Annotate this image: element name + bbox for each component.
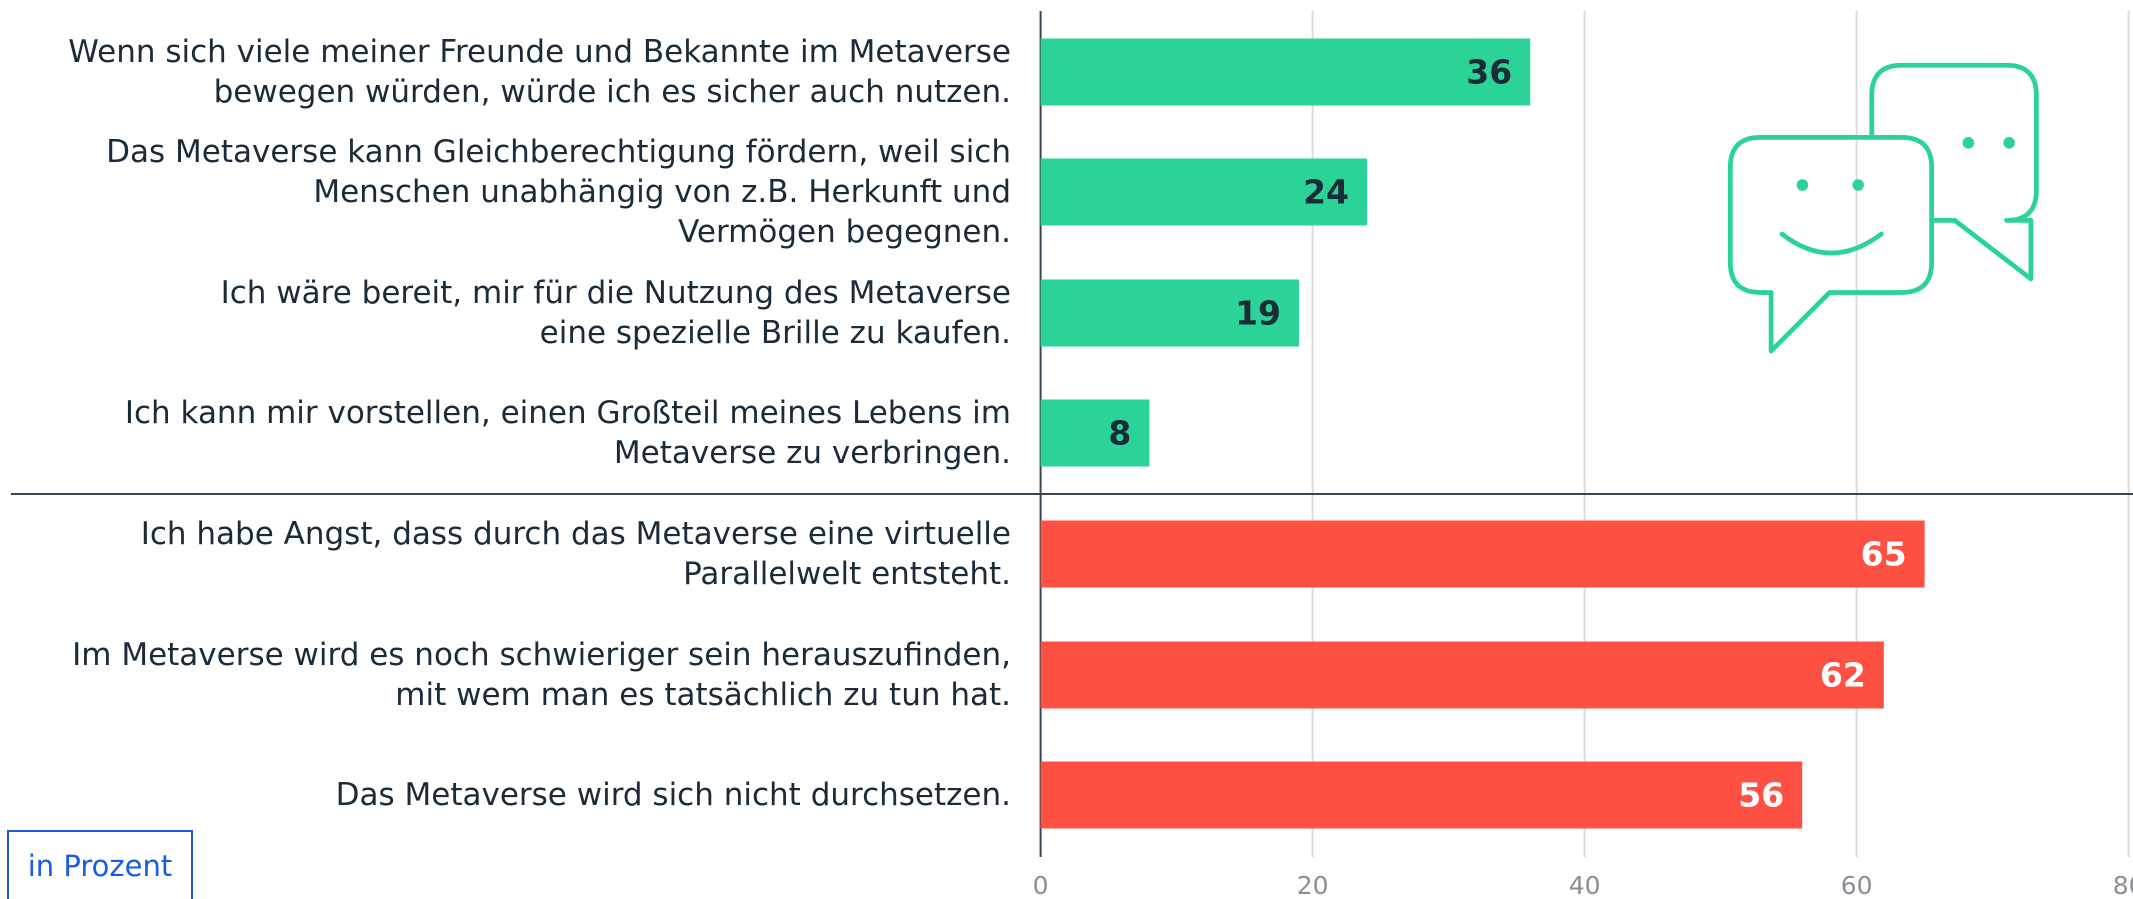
speech-icon [1727,62,2039,354]
bar [1040,641,1884,709]
value-label: 19 [1235,294,1281,333]
bar [1040,38,1531,106]
category-label: Wenn sich viele meiner Freunde und Bekan… [68,34,1011,110]
bar [1040,279,1299,347]
value-label: 24 [1303,173,1349,212]
category-label: Ich wäre bereit, mir für die Nutzung des… [220,275,1011,351]
category-label: Das Metaverse wird sich nicht durchsetze… [335,777,1011,813]
value-label: 36 [1466,53,1512,92]
x-tick-label: 40 [1569,871,1601,899]
bar [1040,520,1925,588]
value-label: 62 [1820,656,1866,695]
x-tick-label: 20 [1297,871,1329,899]
bar [1040,399,1150,467]
unit-note: in Prozent [7,830,193,899]
category-label: Im Metaverse wird es noch schwieriger se… [72,637,1011,713]
category-label: Ich habe Angst, dass durch das Metaverse… [140,516,1011,592]
value-label: 56 [1738,776,1784,815]
bar [1040,761,1803,829]
x-tick-label: 0 [1033,871,1049,899]
x-tick-label: 60 [1841,871,1873,899]
category-label: Ich kann mir vorstellen, einen Großteil … [124,395,1011,471]
value-label: 65 [1861,535,1907,574]
category-label: Das Metaverse kann Gleichberechtigung fö… [106,134,1011,250]
x-tick-label: 80 [2113,871,2133,899]
value-label: 8 [1108,414,1131,453]
bar [1040,158,1367,226]
